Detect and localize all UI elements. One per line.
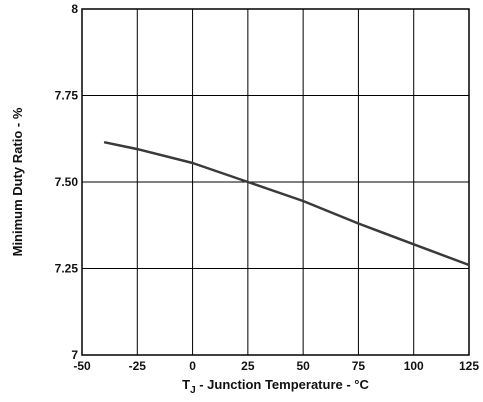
x-tick-label: 125 — [459, 359, 479, 373]
x-tick-label: 25 — [241, 359, 255, 373]
y-axis-label: Minimum Duty Ratio - % — [10, 107, 25, 256]
x-axis-label-subscript: J — [190, 385, 196, 396]
y-tick-label: 7 — [71, 348, 78, 362]
y-tick-label: 7.50 — [55, 175, 79, 189]
y-tick-label: 7.75 — [55, 89, 79, 103]
x-tick-label: 75 — [352, 359, 366, 373]
y-tick-labels: 7 7.25 7.50 7.75 8 — [55, 2, 79, 362]
series-line-0 — [103, 140, 470, 267]
series-group — [103, 140, 470, 267]
x-axis-label-prefix: T — [182, 377, 190, 392]
grid — [82, 9, 469, 355]
x-axis-label: TJ - Junction Temperature - °C — [182, 377, 369, 396]
x-tick-label: 100 — [404, 359, 424, 373]
plot-frame — [81, 8, 470, 356]
x-tick-labels: -50 -25 0 25 50 75 100 125 — [73, 359, 479, 373]
x-tick-label: 50 — [296, 359, 310, 373]
x-tick-label: -50 — [73, 359, 91, 373]
x-axis-label-suffix: - Junction Temperature - °C — [196, 377, 370, 392]
x-tick-label: -25 — [129, 359, 147, 373]
y-tick-label: 7.25 — [55, 262, 79, 276]
x-tick-label: 0 — [189, 359, 196, 373]
y-tick-label: 8 — [71, 2, 78, 16]
